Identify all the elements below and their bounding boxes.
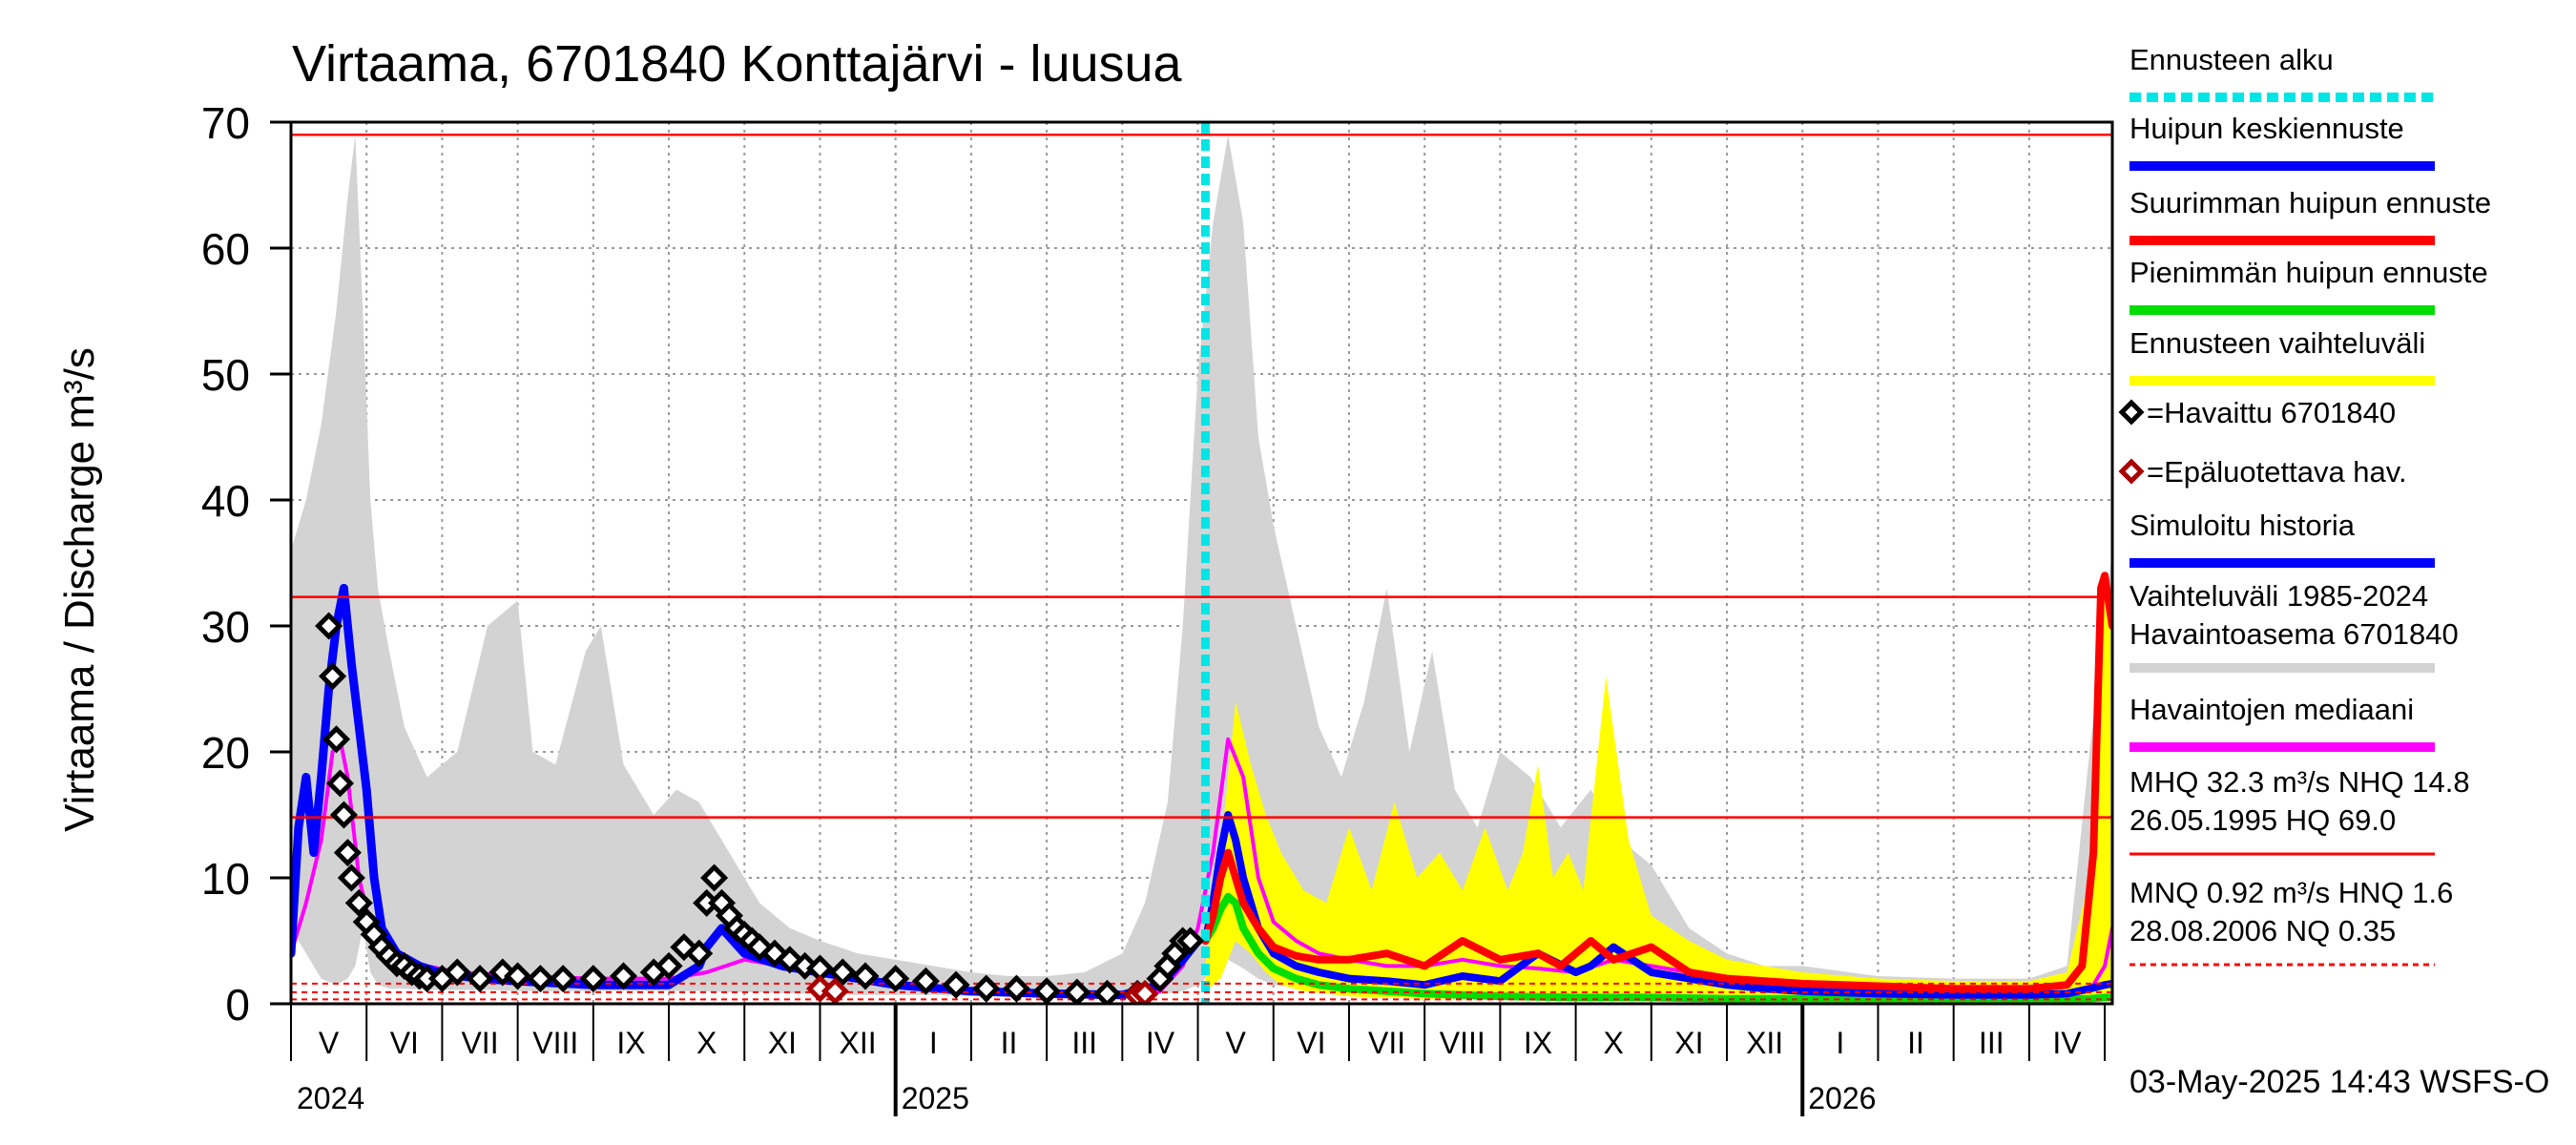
month-label: VIII: [1440, 1026, 1485, 1060]
y-tick-label: 40: [201, 476, 250, 526]
legend-marker: [2118, 458, 2145, 485]
observed-point: [828, 958, 857, 987]
month-label: VIII: [532, 1026, 578, 1060]
year-label: 2026: [1808, 1081, 1876, 1115]
month-label: XII: [840, 1026, 877, 1060]
year-label: 2024: [297, 1081, 364, 1115]
observed-point: [443, 958, 471, 987]
observed-point: [337, 864, 365, 892]
month-label: VI: [1297, 1026, 1325, 1060]
observations: [315, 612, 1205, 1004]
month-label: IX: [1524, 1026, 1552, 1060]
year-label: 2025: [902, 1081, 969, 1115]
month-label: XI: [768, 1026, 797, 1060]
legend-label: 28.08.2006 NQ 0.35: [2129, 914, 2396, 947]
month-label: V: [1225, 1026, 1246, 1060]
observed-point: [911, 967, 940, 995]
legend-label: Vaihteluväli 1985-2024: [2129, 579, 2428, 613]
month-label: XII: [1746, 1026, 1783, 1060]
reference-lines: [291, 133, 2112, 1001]
observed-point: [1092, 979, 1122, 1004]
chart-title: Virtaama, 6701840 Konttajärvi - luusua: [292, 35, 1183, 93]
observed-point: [882, 965, 910, 993]
observed-point: [609, 962, 638, 990]
observed-point: [942, 970, 970, 999]
observed-point: [685, 939, 714, 968]
y-tick-label: 70: [201, 98, 250, 148]
observed-point: [466, 965, 494, 993]
legend-label: MNQ 0.92 m³/s HNQ 1.6: [2129, 876, 2453, 909]
observed-point: [322, 725, 351, 754]
observed-point: [579, 965, 608, 993]
band-ennusteen-vaihteluv-li: [1205, 588, 2112, 1000]
legend-label: Havaintoasema 6701840: [2129, 617, 2459, 651]
y-tick-label: 20: [201, 728, 250, 778]
y-tick-label: 10: [201, 854, 250, 904]
observed-point: [329, 801, 358, 829]
y-tick-label: 30: [201, 602, 250, 652]
observed-point: [1002, 974, 1030, 1003]
unreliable-point: [1131, 979, 1159, 1004]
observed-point: [325, 769, 355, 798]
month-label: VI: [390, 1026, 419, 1060]
month-label: IV: [1146, 1026, 1175, 1060]
observed-point: [1176, 926, 1205, 955]
observed-point: [972, 974, 1001, 1003]
month-label: III: [1979, 1026, 2005, 1060]
month-label: IV: [2052, 1026, 2082, 1060]
month-label: XI: [1674, 1026, 1703, 1060]
unreliable-point: [821, 977, 849, 1004]
legend: Ennusteen alku Huipun keskiennuste Suurimm…: [2118, 43, 2491, 967]
month-label: X: [1604, 1026, 1624, 1060]
timestamp-footer: 03-May-2025 14:43 WSFS-O: [2129, 1064, 2549, 1100]
month-label: X: [696, 1026, 717, 1060]
observed-point: [315, 612, 343, 640]
observed-point: [1032, 977, 1061, 1004]
month-label: II: [1907, 1026, 1924, 1060]
legend-label: Simuloitu historia: [2129, 509, 2356, 542]
series-pienimm-n-huipun-ennuste: [1201, 892, 2112, 1004]
month-label: VII: [1368, 1026, 1405, 1060]
y-tick-label: 50: [201, 350, 250, 400]
legend-label: 26.05.1995 HQ 69.0: [2129, 803, 2396, 837]
bands: [291, 135, 2112, 1000]
month-label: VII: [461, 1026, 498, 1060]
legend-label: Pienimmän huipun ennuste: [2129, 256, 2488, 289]
legend-label: Suurimman huipun ennuste: [2129, 186, 2491, 219]
y-tick-label: 0: [225, 980, 250, 1030]
legend-marker: [2118, 399, 2145, 426]
observed-point: [504, 962, 532, 990]
observed-point: [654, 951, 683, 980]
series-suurimman-huipun-ennuste: [1201, 572, 2112, 993]
observed-point: [549, 965, 577, 993]
y-axis-label: Virtaama / Discharge m³/s: [56, 347, 103, 832]
band-vaihteluv-li-1985-2024: [291, 135, 2112, 997]
observed-point: [344, 888, 373, 917]
legend-label: =Havaittu 6701840: [2147, 396, 2396, 429]
month-label: IX: [616, 1026, 645, 1060]
legend-label: MHQ 32.3 m³/s NHQ 14.8: [2129, 765, 2470, 799]
plot-frame: [289, 120, 2114, 1006]
month-label: II: [1001, 1026, 1018, 1060]
month-label: I: [929, 1026, 938, 1060]
observed-point: [700, 864, 729, 892]
observed-point: [319, 662, 347, 691]
legend-label: Havaintojen mediaani: [2129, 693, 2414, 726]
month-label: III: [1071, 1026, 1097, 1060]
y-tick-label: 60: [201, 224, 250, 274]
legend-label: =Epäluotettava hav.: [2147, 455, 2407, 489]
observed-point: [851, 962, 880, 990]
observed-point: [526, 965, 554, 993]
legend-label: Huipun keskiennuste: [2129, 112, 2404, 145]
month-label: V: [319, 1026, 340, 1060]
legend-label: Ennusteen alku: [2129, 43, 2334, 76]
observed-point: [333, 839, 362, 867]
month-label: I: [1836, 1026, 1844, 1060]
legend-label: Ennusteen vaihteluväli: [2129, 326, 2425, 360]
